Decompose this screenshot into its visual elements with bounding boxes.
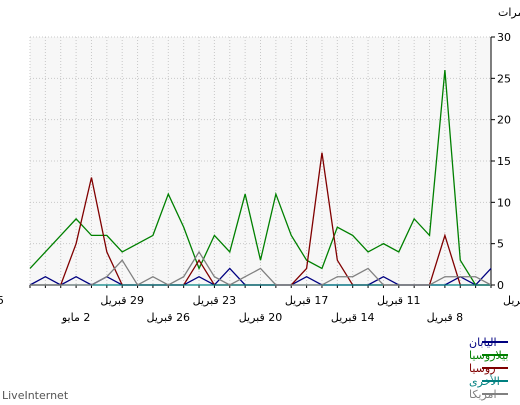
y-tick-label: 20: [497, 114, 511, 127]
y-tick-label: 0: [497, 279, 504, 292]
x-tick-label: 5 مايو: [0, 294, 4, 307]
y-axis-label: المرات: [498, 6, 520, 19]
y-tick-label: 30: [497, 31, 511, 44]
y-tick-label: 10: [497, 196, 511, 209]
x-tick-label: 2 مايو: [61, 311, 90, 324]
x-tick-labels: 5 قبريل 11 قبريل 17 قبريل 23 قبريل 29 قبريل 5…: [0, 294, 520, 324]
series-line: [29, 70, 491, 286]
y-tick-label: 25: [497, 72, 511, 85]
y-tick-label: 15: [497, 155, 511, 168]
x-tick-label: 26 قبريل: [147, 311, 191, 324]
footer-watermark: LiveInternet: [2, 389, 69, 402]
x-tick-label: 5 قبريل: [503, 294, 520, 307]
series-line: [30, 250, 492, 286]
x-tick-label: 17 قبريل: [285, 294, 329, 307]
y-tick-label: 5: [497, 238, 504, 251]
x-tick-label: 23 قبريل: [193, 294, 237, 307]
x-tick-label: 8 قبريل: [427, 311, 464, 324]
x-tick-label: 14 قبريل: [331, 311, 375, 324]
x-tick-label: 11 قبريل: [377, 294, 421, 307]
x-tick-label: 20 قبريل: [239, 311, 283, 324]
x-tick-label: 29 قبريل: [100, 294, 144, 307]
y-tick-labels: 0 5 10 15 20 25 30: [497, 31, 511, 292]
series-lines: [29, 70, 492, 286]
